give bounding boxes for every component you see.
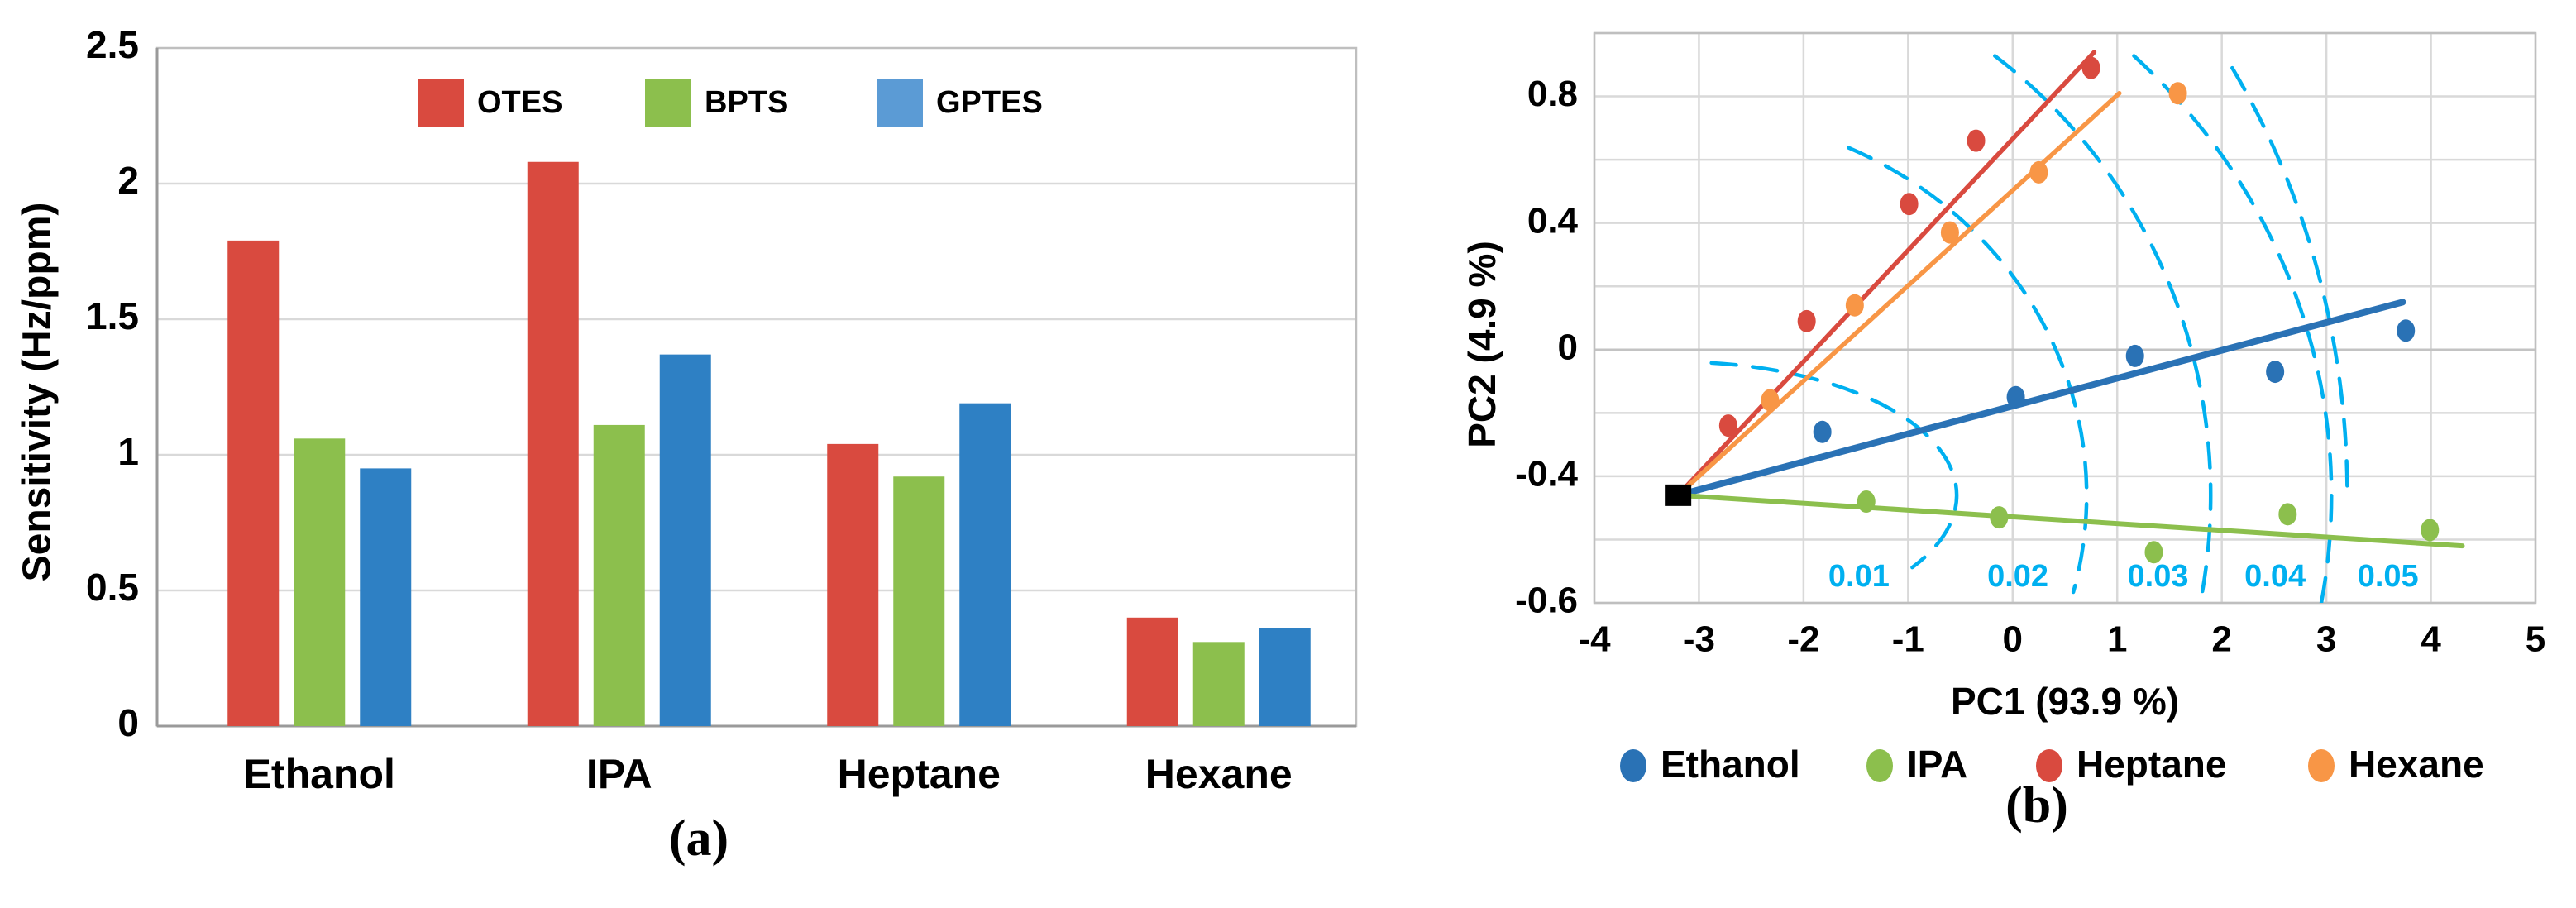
arc-label-0.05: 0.05 [2358,559,2419,594]
trend-line-hexane [1675,90,2122,498]
legend-swatch-bpts [645,79,691,127]
x-tick-label: 5 [2526,619,2545,660]
legend-dot-ipa [1866,749,1893,782]
bar-bpts-hexane [1192,642,1245,726]
legend-dot-hexane [2308,749,2335,782]
legend-label-heptane: Heptane [2077,743,2226,786]
bar-bpts-ethanol [294,438,346,726]
bar-otes-hexane [1126,617,1178,726]
bar-otes-ethanol [227,240,280,726]
y-tick-label: 0 [117,701,139,744]
legend-label-otes: OTES [477,85,562,120]
x-tick-label: 4 [2421,619,2441,660]
bar-bpts-ipa [593,424,645,726]
scatter-point-ethanol [1813,420,1832,443]
arc-0.02 [1847,146,2089,595]
arc-0.03 [1993,54,2213,602]
arc-0.01 [1709,361,1959,570]
arc-0.04 [2132,54,2334,603]
arc-label-0.04: 0.04 [2244,559,2306,594]
scatter-point-ethanol [2125,344,2144,367]
y-tick-label: 0.8 [1527,74,1578,114]
legend-dot-heptane [2036,749,2062,782]
scatter-point-ipa [2421,519,2440,542]
scatter-point-heptane [1900,193,1919,216]
y-tick-label: 0 [1558,327,1578,367]
origin-marker [1665,484,1692,506]
legend-label-ethanol: Ethanol [1661,743,1800,786]
arc-label-0.01: 0.01 [1828,559,1890,594]
category-label-ethanol: Ethanol [244,751,395,797]
x-tick-label: 3 [2316,619,2336,660]
arc-0.05 [2230,65,2349,495]
scatter-point-heptane [1797,309,1816,332]
y-axis-title: PC2 (4.9 %) [1460,241,1503,448]
legend-label-bpts: BPTS [705,85,788,120]
scatter-point-hexane [1761,389,1780,412]
x-tick-label: 1 [2107,619,2127,660]
bar-gptes-hexane [1259,628,1311,726]
trend-line-ipa [1675,492,2465,549]
panel-bar-chart: 0 0.5 1 1.5 2 2.5 Sensitivity (Hz/ppm) Ethanol I… [16,23,1358,867]
x-tick-label: -4 [1578,619,1611,660]
x-axis-title: PC1 (93.9 %) [1951,680,2179,723]
trend-line-heptane [1675,50,2097,498]
caption-a: (a) [669,810,729,867]
scatter-point-ethanol [2006,385,2025,409]
y-tick-label: 1 [117,430,139,473]
scatter-point-hexane [1940,221,1959,244]
y-axis-title: Sensitivity (Hz/ppm) [16,203,60,582]
scatter-point-ipa [2144,541,2163,564]
scatter-point-heptane [2081,56,2100,79]
bar-gptes-ipa [659,354,711,726]
scatter-point-hexane [2168,82,2187,105]
category-label-heptane: Heptane [838,751,1001,797]
x-tick-label: 0 [2003,619,2023,660]
scatter-point-ipa [2278,503,2297,526]
plot-border [1593,31,2537,605]
bar-otes-ipa [527,161,579,726]
legend-swatch-gptes [877,79,923,127]
y-tick-label: 0.4 [1527,200,1579,241]
x-tick-label: -2 [1787,619,1819,660]
x-tick-label: -1 [1892,619,1924,660]
scatter-chart-pca: 0.01 0.02 0.03 0.04 0.05 -4 -3 -2 -1 0 1 2 3 4 5 0.8 0.4… [1460,31,2545,834]
scatter-point-ethanol [2266,361,2285,384]
y-tick-label: -0.6 [1515,581,1578,621]
y-tick-label: 0.5 [86,566,139,609]
panel-pca-scatter: 0.01 0.02 0.03 0.04 0.05 -4 -3 -2 -1 0 1 2 3 4 5 0.8 0.4… [1364,0,2576,908]
caption-b: (b) [2005,777,2068,834]
y-tick-label: 2 [117,159,139,202]
legend-label-gptes: GPTES [936,85,1043,120]
arc-label-0.02: 0.02 [1987,559,2048,594]
scatter-point-ethanol [2397,319,2416,342]
legend-swatch-otes [418,79,464,127]
bar-bpts-heptane [893,476,945,726]
category-label-ipa: IPA [586,751,652,797]
scatter-point-ipa [1990,506,2009,529]
legend-label-hexane: Hexane [2349,743,2484,786]
scatter-point-ipa [1857,490,1876,514]
bar-gptes-heptane [959,403,1011,726]
arc-label-0.03: 0.03 [2128,559,2189,594]
y-tick-label: 2.5 [86,23,139,66]
legend-dot-ethanol [1620,749,1646,782]
scatter-point-heptane [1967,129,1986,152]
category-label-hexane: Hexane [1145,751,1293,797]
scatter-point-hexane [2029,160,2048,184]
y-tick-label: 1.5 [86,294,139,337]
scatter-point-hexane [1845,294,1864,317]
legend-label-ipa: IPA [1907,743,1967,786]
bar-otes-heptane [827,443,879,726]
trend-line-ethanol [1675,299,2406,499]
x-tick-label: 2 [2211,619,2231,660]
bar-chart-sensitivity: 0 0.5 1 1.5 2 2.5 Sensitivity (Hz/ppm) Ethanol I… [16,23,1358,867]
y-tick-label: -0.4 [1515,454,1578,495]
plot-area [1665,50,2465,603]
x-tick-label: -3 [1683,619,1715,660]
scatter-point-heptane [1718,414,1737,437]
bar-gptes-ethanol [360,468,412,726]
